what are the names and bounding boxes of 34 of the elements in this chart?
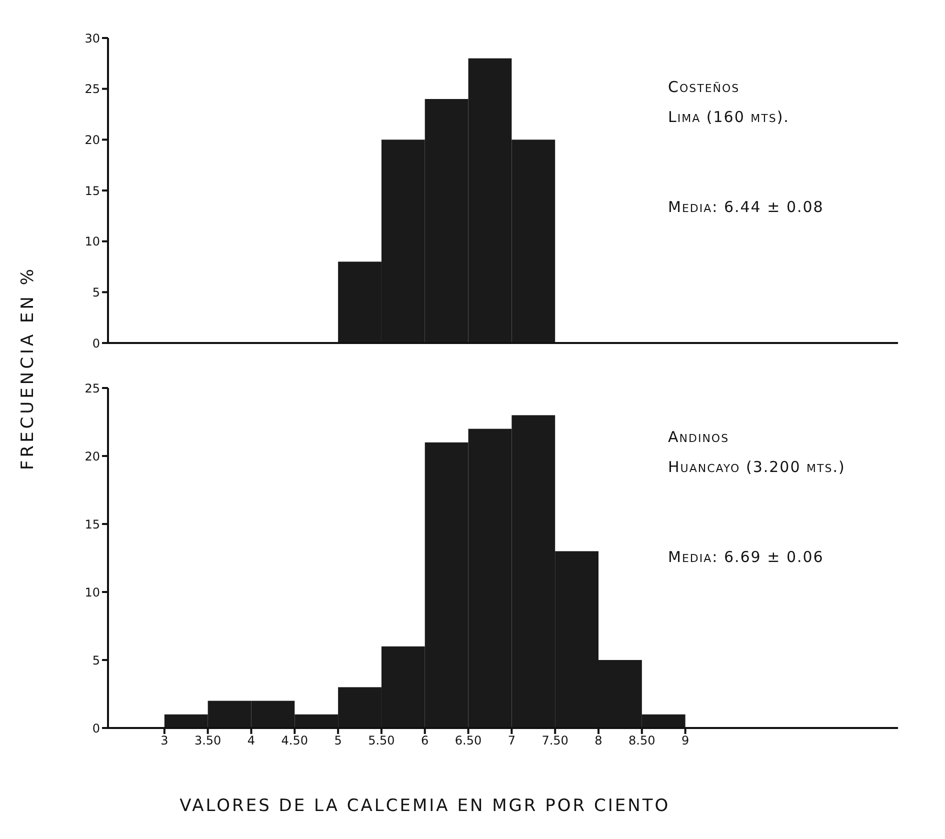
y-tick-label: 0 (92, 721, 100, 736)
x-axis-title: VALORES DE LA CALCEMIA EN MGR POR CIENTO (178, 796, 672, 816)
x-tick-label: 7 (508, 734, 516, 748)
y-tick-label: 0 (92, 336, 100, 350)
y-tick-label: 25 (84, 82, 100, 96)
y-tick-label: 20 (84, 449, 100, 464)
annotation: Lima (160 mts). (668, 108, 790, 126)
y-tick-label: 15 (84, 517, 100, 532)
y-tick-label: 15 (84, 184, 100, 198)
x-tick-label: 8.50 (628, 734, 656, 748)
x-tick-label: 9 (681, 734, 690, 748)
annotation: Costeños (668, 78, 740, 96)
x-tick-label: 5.50 (368, 734, 395, 748)
annotation: Huancayo (3.200 mts.) (668, 458, 846, 476)
y-tick-label: 10 (84, 234, 100, 249)
x-tick-label: 8 (594, 734, 602, 748)
y-tick-label: 10 (84, 585, 100, 600)
x-tick-label: 3 (160, 734, 168, 748)
x-tick-label: 4 (247, 734, 256, 748)
x-tick-label: 5 (334, 734, 342, 748)
x-tick-label: 7.50 (542, 734, 568, 748)
x-tick-label: 4.50 (281, 734, 308, 748)
y-tick-label: 25 (84, 381, 100, 396)
y-tick-label: 5 (92, 285, 100, 300)
y-axis-title: FRECUENCIA EN % (18, 266, 38, 470)
y-tick-label: 30 (84, 31, 100, 46)
x-tick-label: 6 (421, 734, 429, 748)
y-tick-label: 20 (84, 132, 100, 147)
annotation: Media: 6.69 ± 0.06 (668, 548, 824, 566)
x-tick-label: 3.50 (194, 734, 222, 748)
annotation: Media: 6.44 ± 0.08 (668, 198, 824, 216)
annotation: Andinos (668, 428, 730, 446)
x-tick-label: 6.50 (454, 734, 482, 748)
y-tick-label: 5 (92, 653, 100, 668)
